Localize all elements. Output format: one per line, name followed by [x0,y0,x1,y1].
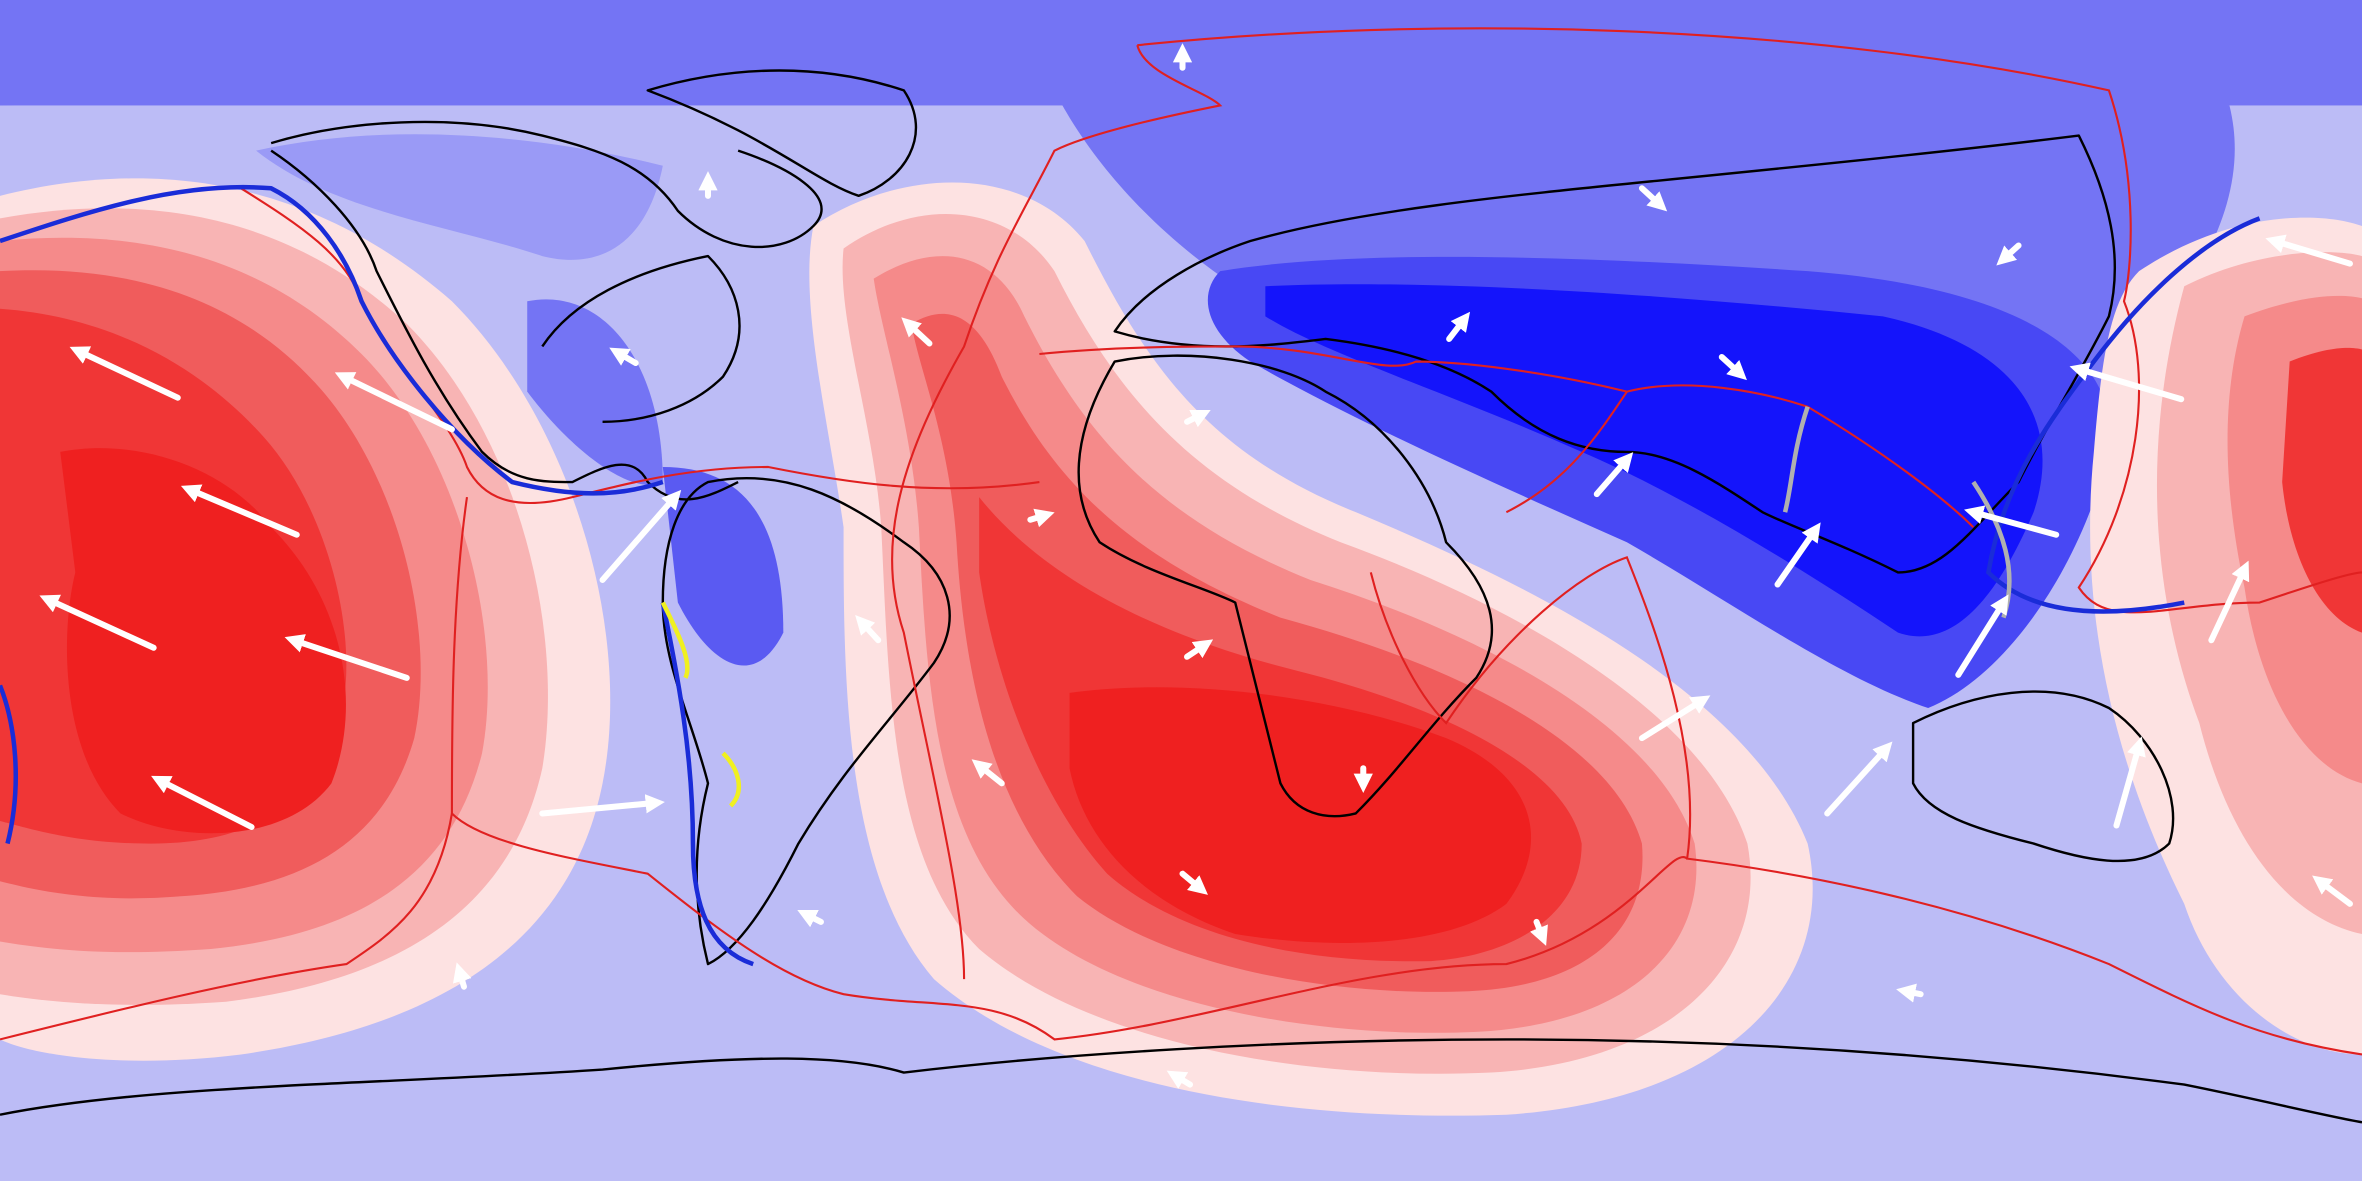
antarctica [0,1038,2362,1124]
arrow [1896,983,1924,1003]
arrow [855,615,882,644]
arrow [1638,185,1668,212]
arrow [1824,741,1893,817]
australia [1911,690,2175,863]
arrow [180,484,300,538]
arrow [39,594,157,651]
arrow [1529,918,1548,946]
arrow [1446,311,1471,342]
arrow [2208,560,2250,644]
arrow [2113,736,2146,829]
arrow [797,910,824,928]
arrow [1638,695,1711,742]
subduction-zone [0,184,664,496]
arrow [334,372,455,433]
arrow [1996,242,2022,266]
greenland-arctic [270,69,918,249]
arrow [2265,234,2353,267]
south-america [661,476,951,966]
arrow [452,962,472,990]
arrow [1166,1070,1194,1089]
subduction-zone [0,684,19,845]
arrow [1718,353,1747,381]
arrow [1184,639,1214,660]
plate-boundary [1137,27,2362,614]
arrow [151,775,255,831]
north-america [270,149,741,501]
arrow [69,346,181,401]
arrow [1955,594,2009,678]
arrow [539,794,665,817]
arrow [2069,362,2185,403]
arrow [599,489,682,583]
arrow [971,759,1005,787]
arrow [609,347,639,367]
arrow [1184,409,1211,428]
flat-slab [660,601,741,808]
plate-boundary [0,813,453,1041]
arrow [2312,875,2353,907]
plate-boundary [1369,391,2362,1056]
subduction-zone [1985,216,2261,614]
arrow [1774,522,1821,588]
subduction-zones [0,184,2261,967]
subduction-zone [660,602,754,967]
arrow [901,317,933,347]
plate-boundary [1039,345,1975,528]
arrow [1964,505,2060,538]
plate-boundary [450,496,1688,1041]
arrows [39,43,2353,1089]
plate-boundary [890,44,1223,980]
arrow [1593,452,1634,498]
arrow [1179,870,1208,895]
arrow [284,634,410,681]
arrow [1027,508,1055,528]
africa [1077,354,1494,818]
